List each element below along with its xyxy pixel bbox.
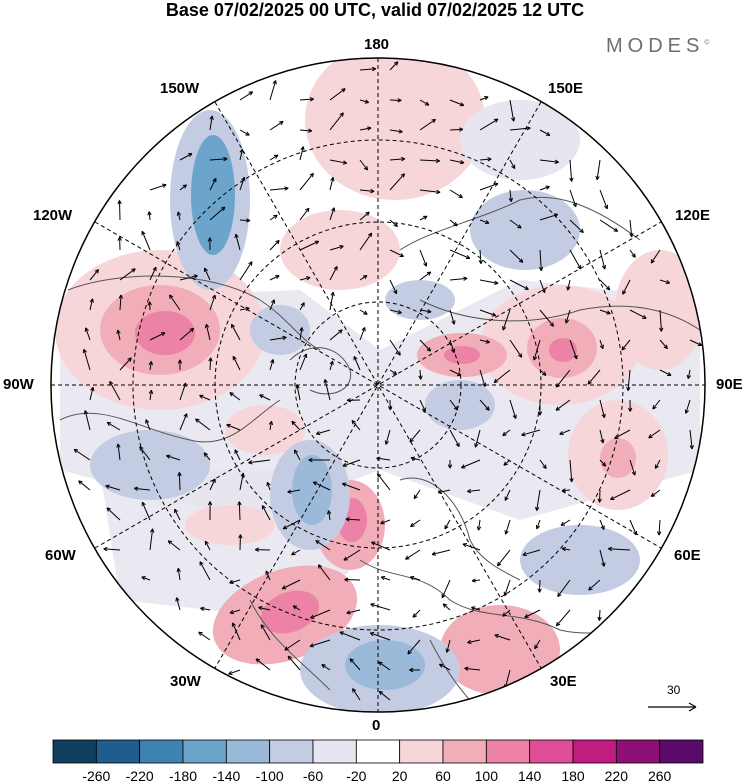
colorbar-swatch — [270, 740, 313, 763]
colorbar-tick-label: 100 — [475, 768, 498, 784]
colorbar-swatch — [356, 740, 399, 763]
colorbar-tick-label: -140 — [212, 768, 240, 784]
colorbar-swatch — [573, 740, 616, 763]
colorbar-swatch — [183, 740, 226, 763]
colorbar-swatch — [486, 740, 529, 763]
colorbar-swatch — [53, 740, 96, 763]
colorbar-tick-label: -220 — [126, 768, 154, 784]
colorbar-tick-label: -180 — [169, 768, 197, 784]
colorbar-tick-label: 20 — [392, 768, 408, 784]
colorbar-tick-label: 180 — [561, 768, 584, 784]
colorbar-swatch — [400, 740, 443, 763]
colorbar-swatch — [660, 740, 703, 763]
colorbar-tick-label: -20 — [346, 768, 366, 784]
colorbar-swatch — [616, 740, 659, 763]
colorbar-swatch — [313, 740, 356, 763]
colorbar-tick-label: 60 — [435, 768, 451, 784]
colorbar-swatch — [226, 740, 269, 763]
colorbar-tick-label: 140 — [518, 768, 541, 784]
colorbar-tick-label: 260 — [648, 768, 671, 784]
colorbar-tick-label: 220 — [605, 768, 628, 784]
colorbar-tick-label: -60 — [303, 768, 323, 784]
colorbar-tick-label: -100 — [256, 768, 284, 784]
colorbar-swatch — [530, 740, 573, 763]
colorbar-swatch — [140, 740, 183, 763]
colorbar-tick-label: -260 — [82, 768, 110, 784]
colorbar-swatch — [96, 740, 139, 763]
colorbar-swatch — [443, 740, 486, 763]
